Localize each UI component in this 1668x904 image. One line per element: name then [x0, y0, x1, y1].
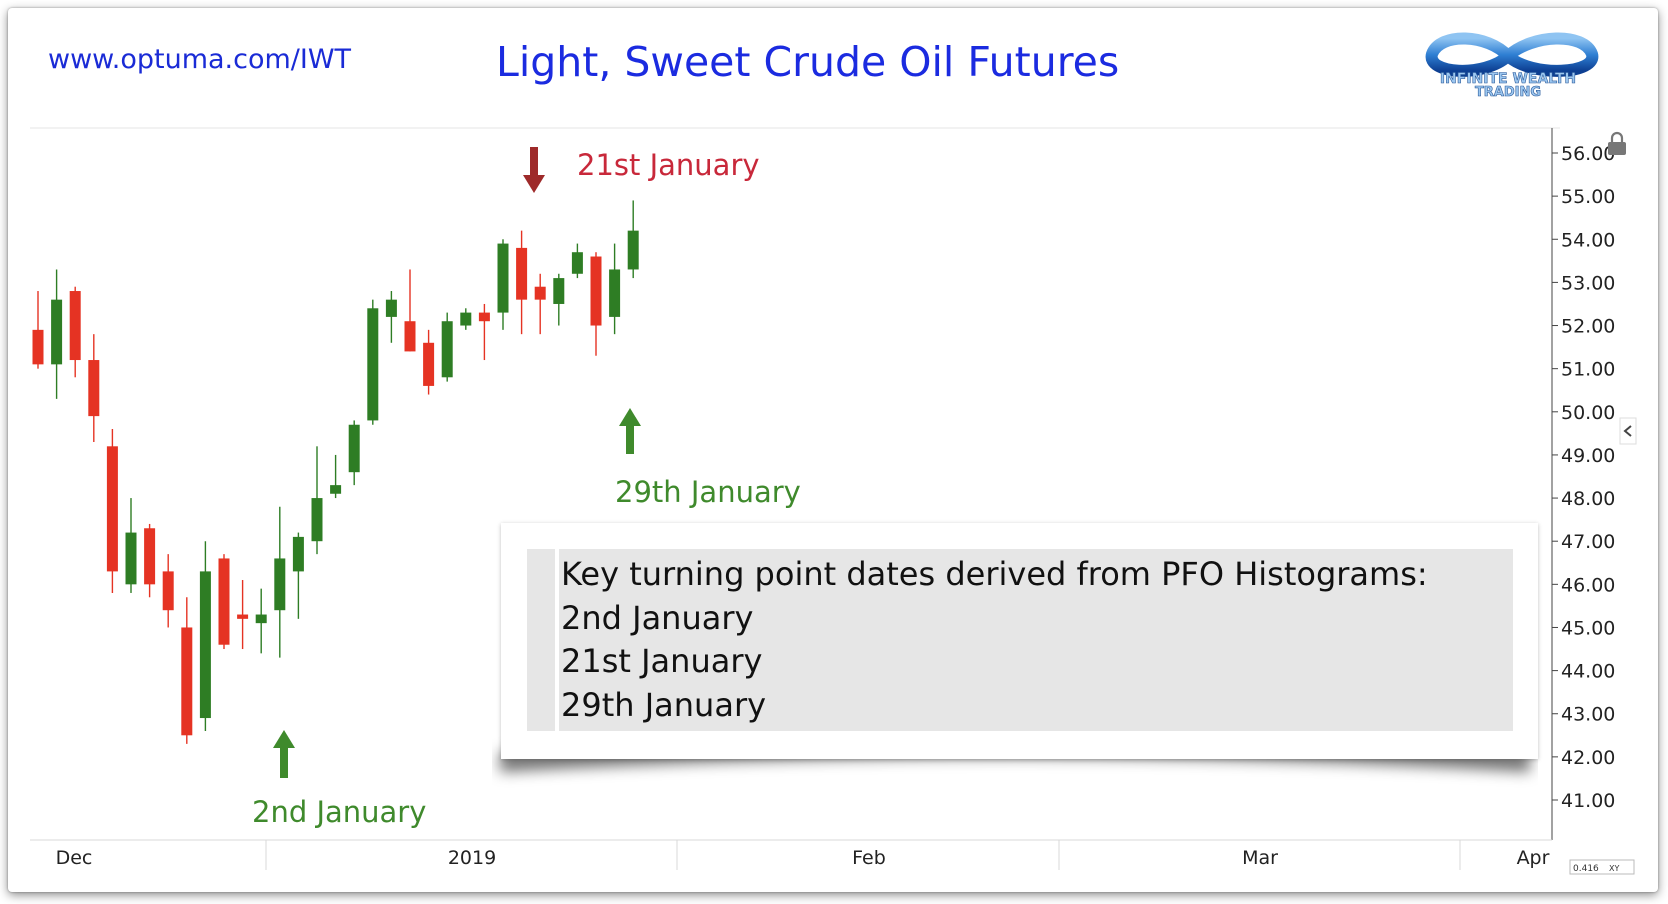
note-left-bar — [527, 549, 555, 731]
y-tick-label: 49.00 — [1561, 445, 1615, 467]
x-axis-separators — [265, 840, 1461, 870]
candle-body-up — [497, 243, 509, 313]
y-tick-label: 42.00 — [1561, 747, 1615, 769]
candle-body-down — [32, 329, 44, 365]
candle-body-up — [553, 278, 565, 304]
candle-body-down — [478, 312, 490, 322]
candles-group — [32, 200, 639, 744]
logo-line-1: INFINITE WEALTH — [1440, 71, 1576, 87]
candle-body-up — [367, 308, 379, 421]
annotation-21st-january: 21st January — [577, 148, 760, 182]
logo-line-2: TRADING — [1475, 85, 1541, 100]
note-line: 29th January — [561, 685, 767, 724]
x-label-mar: Mar — [1242, 847, 1278, 869]
y-tick-label: 43.00 — [1561, 704, 1615, 726]
x-label-apr: Apr — [1517, 847, 1550, 869]
candle-body-up — [627, 230, 639, 270]
candle-body-down — [69, 291, 81, 361]
y-axis-ticks: 56.00 55.00 54.00 53.00 52.00 51.00 50.00 49.00… — [1552, 143, 1615, 812]
candle-body-down — [106, 446, 118, 572]
y-tick-label: 56.00 — [1561, 143, 1615, 165]
candle-body-up — [199, 571, 211, 719]
note-line: 2nd January — [561, 598, 754, 637]
candle-body-up — [571, 252, 583, 274]
website-url[interactable]: www.optuma.com/IWT — [48, 44, 352, 75]
candle-body-down — [590, 256, 602, 326]
x-axis-band — [30, 841, 1552, 870]
y-tick-label: 41.00 — [1561, 790, 1615, 812]
y-tick-label: 51.00 — [1561, 359, 1615, 381]
note-line: 21st January — [561, 642, 763, 680]
corner-readout-box — [1569, 859, 1635, 875]
brand-logo: INFINITE WEALTH TRADING — [1388, 28, 1628, 100]
candle-body-up — [292, 536, 304, 572]
infinity-logo-icon: INFINITE WEALTH TRADING — [1425, 32, 1599, 100]
candle-body-down — [162, 571, 174, 611]
candle-body-up — [460, 312, 472, 326]
candle-body-down — [516, 247, 528, 300]
y-tick-label: 55.00 — [1561, 186, 1615, 208]
y-tick-label: 52.00 — [1561, 316, 1615, 338]
y-tick-label: 46.00 — [1561, 574, 1615, 596]
lock-icon[interactable] — [1608, 131, 1626, 155]
annotation-29th-january: 29th January — [615, 475, 801, 509]
note-text-block: Key turning point dates derived from PFO… — [559, 549, 1513, 731]
annotation-2nd-january: 2nd January — [252, 795, 426, 829]
key-dates-note: Key turning point dates derived from PFO… — [501, 523, 1538, 759]
y-tick-label: 47.00 — [1561, 531, 1615, 553]
candle-body-up — [385, 299, 397, 317]
chart-title: Light, Sweet Crude Oil Futures — [496, 38, 1120, 86]
x-label-feb: Feb — [852, 847, 886, 869]
candle-body-up — [274, 558, 286, 611]
candle-body-up — [330, 485, 342, 494]
y-tick-label: 50.00 — [1561, 402, 1615, 424]
candle-body-down — [534, 286, 546, 300]
candle-body-up — [125, 532, 137, 585]
candle-body-down — [423, 342, 435, 386]
candle-body-up — [441, 321, 453, 378]
x-label-dec: Dec — [56, 847, 93, 869]
x-label-2019: 2019 — [448, 847, 496, 869]
candle-body-up — [51, 299, 63, 365]
y-tick-label: 48.00 — [1561, 488, 1615, 510]
candle-body-up — [311, 498, 323, 542]
candle-body-up — [348, 424, 360, 473]
corner-readout-suffix: XY — [1609, 864, 1619, 873]
y-tick-label: 45.00 — [1561, 617, 1615, 639]
y-tick-label: 54.00 — [1561, 229, 1615, 251]
candle-body-down — [218, 558, 230, 645]
candle-body-down — [404, 321, 416, 352]
corner-readout: 0.416 — [1573, 864, 1599, 874]
y-tick-label: 53.00 — [1561, 272, 1615, 294]
candle-body-up — [255, 614, 267, 624]
candle-body-down — [237, 614, 249, 619]
up-arrow-icon-jan29 — [619, 408, 641, 454]
collapse-arrow-icon[interactable] — [1619, 417, 1637, 445]
candle-body-up — [609, 269, 621, 317]
y-tick-label: 44.00 — [1561, 661, 1615, 683]
candle-body-down — [144, 528, 156, 585]
candle-body-down — [181, 627, 193, 736]
note-heading: Key turning point dates derived from PFO… — [561, 555, 1428, 593]
down-arrow-icon — [523, 147, 545, 193]
up-arrow-icon-jan2 — [273, 730, 295, 778]
candle-body-down — [88, 360, 100, 417]
